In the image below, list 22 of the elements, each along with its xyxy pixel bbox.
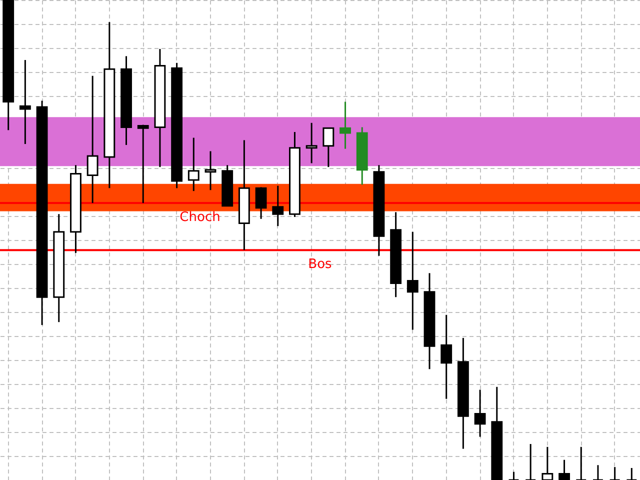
ref-line-label: Choch	[180, 210, 220, 226]
candlestick	[592, 464, 604, 480]
candlestick	[255, 186, 267, 220]
candlestick	[575, 446, 587, 480]
candlestick	[188, 137, 200, 192]
candlestick	[137, 124, 149, 204]
candlestick	[474, 389, 486, 438]
candlestick	[524, 443, 536, 480]
candlestick	[626, 467, 638, 480]
candlestick	[204, 150, 216, 191]
candlestick	[322, 127, 334, 168]
candlestick	[86, 75, 98, 204]
candlestick	[19, 59, 31, 145]
candlestick	[406, 231, 418, 331]
candlestick	[440, 314, 452, 400]
ref-line-label: Bos	[308, 257, 332, 272]
candlestick	[508, 471, 520, 480]
candlestick	[609, 466, 621, 480]
candlestick	[306, 122, 318, 164]
candlestick	[340, 101, 351, 150]
candlestick	[272, 185, 284, 227]
candlestick	[558, 459, 570, 480]
